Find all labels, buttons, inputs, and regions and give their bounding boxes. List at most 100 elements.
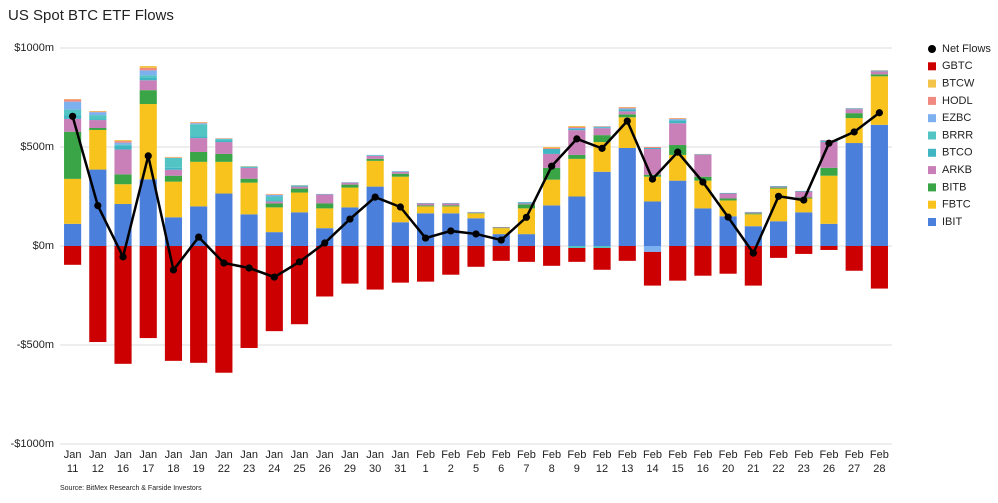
bar-segment [694,208,711,246]
bar-segment [190,152,207,162]
net-flow-point [397,203,404,210]
bar-segment [392,172,409,174]
bar-segment [568,129,585,130]
bar-segment [140,246,157,338]
x-tick-label: 26 [823,463,835,475]
x-tick-label: 18 [167,463,179,475]
bar-segment [266,194,283,195]
legend-label: IBIT [942,216,962,228]
net-flow-point [69,113,76,120]
net-flow-point [422,234,429,241]
bar-segment [694,154,711,155]
bar-segment [341,246,358,284]
bar-segment [64,224,81,246]
bar-segment [140,179,157,246]
bar-segment [846,246,863,271]
x-tick-label: Feb [794,449,813,461]
x-tick-label: 24 [268,463,280,475]
bar-segment [140,70,157,75]
bar-segment [89,246,106,342]
bar-segment [140,90,157,104]
net-flow-point [372,193,379,200]
bar-segment [241,167,258,168]
bar-segment [720,246,737,274]
x-tick-label: 29 [344,463,356,475]
bar-segment [644,147,661,148]
bar-segment [770,188,787,189]
bar-segment [846,109,863,110]
bar-segment [89,128,106,130]
bar-segment [114,146,131,150]
bar-segment [266,232,283,246]
bar-segment [619,148,636,246]
bar-segment [165,157,182,158]
bar-segment [367,246,384,290]
bar-segment [215,194,232,246]
bar-segment [871,74,888,76]
net-flow-point [523,214,530,221]
bar-segment [593,128,610,135]
net-flow-point [825,140,832,147]
bar-segment [795,246,812,254]
x-tick-label: Feb [819,449,838,461]
bar-segment [568,155,585,159]
legend-swatch [928,149,936,157]
bar-segment [64,102,81,110]
x-tick-label: Jan [190,449,208,461]
legend-label: ARKB [942,164,972,176]
net-flow-point [447,227,454,234]
net-flow-point [725,213,732,220]
bar-segment [543,246,560,266]
x-tick-label: Feb [416,449,435,461]
bar-segment [190,122,207,123]
bar-segment [568,246,585,248]
bar-segment [568,128,585,129]
x-tick-label: Feb [441,449,460,461]
net-flow-point [624,117,631,124]
legend-swatch [928,45,936,53]
legend-swatch [928,201,936,209]
bar-segment [745,214,762,226]
x-tick-label: Feb [643,449,662,461]
legend-swatch [928,183,936,191]
net-flow-point [145,152,152,159]
x-tick-label: Feb [618,449,637,461]
x-tick-label: Feb [467,449,486,461]
legend-label: BTCO [942,147,973,159]
bar-segment [568,248,585,262]
bar-segment [619,246,636,261]
legend-label: BRRR [942,129,973,141]
x-tick-label: Feb [719,449,738,461]
bar-segment [568,126,585,127]
bar-segment [266,197,283,201]
bar-segment [367,156,384,159]
x-tick-label: 30 [369,463,381,475]
legend-label: BTCW [942,78,975,90]
legend-swatch [928,62,936,70]
bar-segment [467,246,484,267]
x-tick-label: 15 [672,463,684,475]
bar-segment [266,246,283,331]
x-tick-label: Feb [567,449,586,461]
legend-label: BITB [942,181,966,193]
bar-segment [493,246,510,261]
bar-segment [114,204,131,246]
bar-segment [568,130,585,155]
bar-segment [593,246,610,248]
bar-segment [140,77,157,80]
net-flow-point [195,233,202,240]
bar-segment [568,127,585,128]
bar-segment [619,111,636,114]
bar-segment [114,174,131,184]
legend-swatch [928,80,936,88]
bar-segment [669,118,686,119]
net-flow-point [598,145,605,152]
x-tick-label: 19 [193,463,205,475]
bar-segment [215,154,232,162]
x-tick-label: Jan [240,449,258,461]
y-tick-label: -$1000m [11,438,54,450]
legend-swatch [928,132,936,140]
bar-segment [266,203,283,207]
source-note: Source: BitMex Research & Farside Invest… [60,485,202,492]
